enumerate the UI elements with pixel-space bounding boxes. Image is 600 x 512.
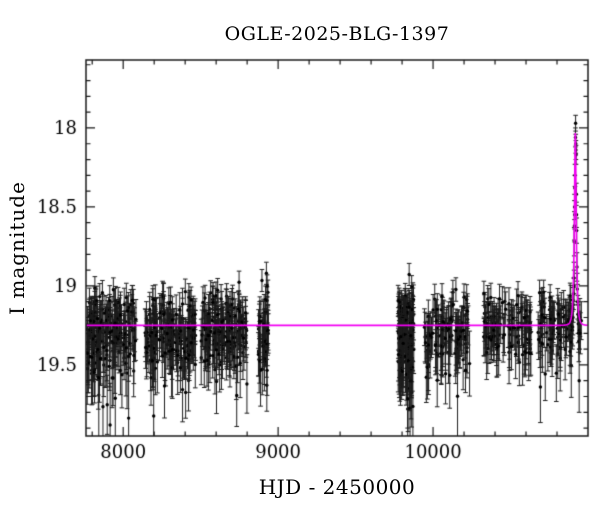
y-axis-label: I magnitude [5,181,29,315]
plot-title: OGLE-2025-BLG-1397 [224,23,450,45]
x-axis-label: HJD - 2450000 [258,475,416,499]
